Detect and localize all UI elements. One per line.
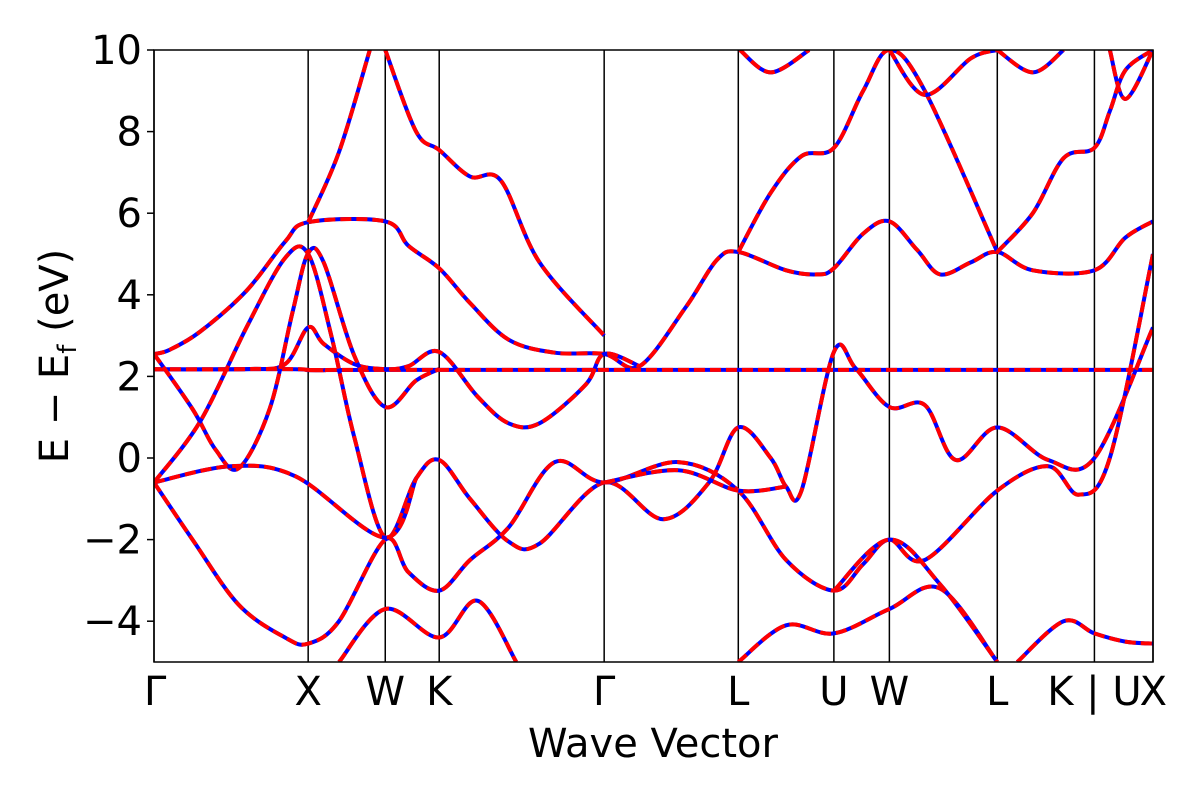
band-line-red-15 — [995, 50, 1153, 254]
band-line-red-3 — [154, 245, 441, 472]
band-line-red-5 — [154, 253, 1153, 647]
band-line-blue-5 — [154, 253, 1153, 647]
y-axis-label-unit: (eV) — [32, 249, 78, 345]
x-tick-label-6: U — [819, 669, 848, 715]
y-tick-label-0: −4 — [83, 599, 142, 645]
band-line-blue-14 — [738, 50, 811, 75]
band-line-red-7 — [603, 468, 787, 494]
band-line-blue-3 — [154, 245, 441, 472]
x-tick-label-7: W — [870, 669, 910, 715]
x-tick-label-4: Γ — [593, 669, 616, 715]
plot-frame — [153, 49, 1154, 663]
band-line-red-14 — [738, 50, 811, 75]
y-tick-label-7: 10 — [91, 28, 142, 74]
band-line-red-17 — [737, 584, 999, 662]
y-axis-label-sub: f — [53, 344, 83, 354]
x-tick-label-3: K — [426, 669, 454, 715]
band-line-blue-19 — [832, 537, 999, 662]
band-line-blue-10 — [306, 50, 372, 223]
x-tick-label-1: X — [294, 669, 321, 715]
x-tick-label-0: Γ — [144, 669, 167, 715]
band-line-red-11 — [736, 50, 1000, 253]
y-tick-label-3: 2 — [117, 354, 142, 400]
x-tick-label-9: K | U — [1047, 669, 1141, 715]
band-line-red-18 — [1015, 618, 1153, 662]
band-line-red-13 — [996, 50, 1065, 75]
band-line-red-6 — [154, 463, 418, 540]
band-line-blue-2 — [154, 324, 641, 430]
y-axis-label-main: E − E — [32, 354, 78, 464]
band-line-blue-8 — [337, 598, 519, 662]
x-tick-label-2: W — [365, 669, 405, 715]
band-line-red-16 — [1107, 50, 1153, 101]
y-tick-label-5: 6 — [117, 191, 142, 237]
x-axis-label: Wave Vector — [528, 721, 779, 767]
band-line-red-8 — [337, 598, 519, 662]
band-line-blue-9 — [383, 50, 606, 337]
x-tick-label-8: L — [986, 669, 1009, 715]
band-line-red-1 — [154, 367, 1153, 373]
band-line-red-0 — [154, 216, 1153, 371]
y-tick-label-2: 0 — [117, 436, 142, 482]
y-ticks: −4 −2 0 2 4 6 8 10 — [83, 28, 154, 645]
band-line-blue-17 — [737, 584, 999, 662]
y-axis-label: E − Ef (eV) — [32, 249, 83, 464]
band-line-red-9 — [383, 50, 606, 337]
x-tick-label-5: L — [727, 669, 750, 715]
band-line-red-10 — [306, 50, 372, 223]
band-line-red-4 — [154, 244, 1153, 552]
band-line-red-12 — [887, 50, 998, 97]
band-line-blue-0 — [154, 216, 1153, 371]
y-tick-label-4: 4 — [117, 273, 142, 319]
band-line-red-19 — [832, 537, 999, 662]
band-line-red-2 — [154, 324, 641, 430]
bands-layer — [154, 50, 1153, 662]
y-tick-label-1: −2 — [83, 518, 142, 564]
band-line-blue-4 — [154, 244, 1153, 552]
x-tick-label-10: X — [1140, 669, 1167, 715]
y-tick-label-6: 8 — [117, 110, 142, 156]
